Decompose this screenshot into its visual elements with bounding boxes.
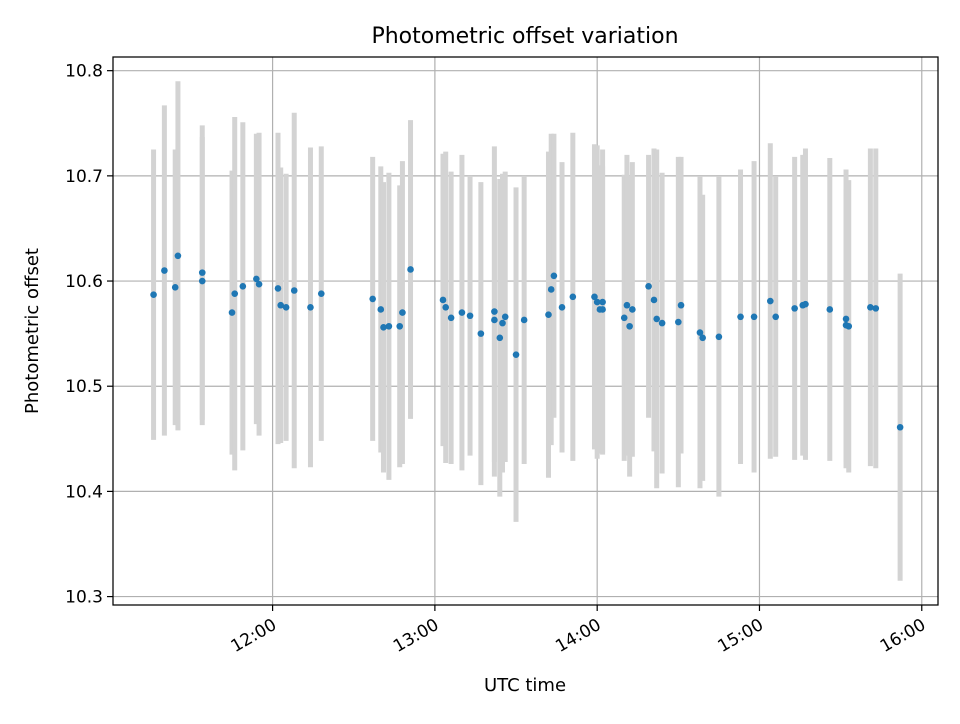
data-point xyxy=(599,306,606,313)
data-point xyxy=(161,267,168,274)
data-point xyxy=(826,306,834,313)
data-point xyxy=(569,293,577,301)
data-point xyxy=(282,304,290,311)
data-point xyxy=(699,334,706,342)
data-point xyxy=(645,282,652,290)
data-point xyxy=(520,316,528,324)
data-points xyxy=(150,252,904,431)
y-axis-label: Photometric offset xyxy=(22,248,43,414)
data-point xyxy=(715,333,723,341)
data-point xyxy=(791,305,798,312)
data-point xyxy=(396,322,404,330)
data-point xyxy=(845,322,853,330)
data-point xyxy=(696,329,704,336)
data-point xyxy=(501,313,509,321)
data-point xyxy=(171,284,179,291)
chart-title: Photometric offset variation xyxy=(371,24,678,49)
data-point xyxy=(253,275,260,283)
data-point xyxy=(466,312,474,320)
data-point xyxy=(442,304,450,311)
data-point xyxy=(545,311,552,318)
data-point xyxy=(385,322,393,330)
data-point xyxy=(629,306,636,313)
data-point xyxy=(872,305,880,312)
data-point xyxy=(380,324,387,331)
data-point xyxy=(653,315,660,323)
data-point xyxy=(499,319,506,327)
data-point xyxy=(626,322,633,330)
data-point xyxy=(867,304,874,311)
data-point xyxy=(550,272,558,280)
data-point xyxy=(599,298,606,306)
data-point xyxy=(896,423,904,431)
data-point xyxy=(198,277,206,285)
y-tick-label: 10.7 xyxy=(65,167,103,187)
data-point xyxy=(150,291,157,299)
data-point xyxy=(491,316,498,324)
y-tick-label: 10.6 xyxy=(65,272,103,292)
data-point xyxy=(439,296,447,304)
data-point xyxy=(458,309,466,316)
data-point xyxy=(231,290,239,297)
data-point xyxy=(772,313,780,321)
data-point xyxy=(623,301,631,309)
data-point xyxy=(274,285,282,292)
y-tick-label: 10.4 xyxy=(65,482,103,502)
data-point xyxy=(547,286,555,293)
data-point xyxy=(239,282,247,290)
data-point xyxy=(255,280,263,288)
data-point xyxy=(277,301,285,309)
data-point xyxy=(198,269,206,276)
data-point xyxy=(766,297,774,305)
x-axis-label: UTC time xyxy=(484,675,566,696)
data-point xyxy=(447,314,455,322)
data-point xyxy=(737,313,744,321)
y-tick-label: 10.3 xyxy=(65,588,103,608)
data-point xyxy=(842,315,850,323)
data-point xyxy=(802,300,809,308)
data-point xyxy=(491,308,498,315)
data-point xyxy=(750,313,758,321)
data-point xyxy=(174,252,182,260)
y-tick-label: 10.5 xyxy=(65,377,103,397)
data-point xyxy=(290,287,298,294)
data-point xyxy=(228,309,236,316)
data-point xyxy=(377,306,385,313)
data-point xyxy=(677,301,685,309)
data-point xyxy=(620,314,628,322)
data-point xyxy=(317,290,325,297)
data-point xyxy=(658,319,666,327)
data-point xyxy=(407,266,414,273)
data-point xyxy=(477,330,485,337)
data-point xyxy=(558,304,566,311)
data-point xyxy=(369,295,376,303)
y-axis-ticks: 10.3 10.4 10.5 10.6 10.7 10.8 xyxy=(65,62,113,608)
data-point xyxy=(496,334,504,342)
data-point xyxy=(399,309,406,316)
data-point xyxy=(675,318,682,326)
plot-frame xyxy=(112,56,939,606)
data-point xyxy=(512,351,520,358)
y-tick-label: 10.8 xyxy=(65,62,103,82)
data-point xyxy=(650,296,658,304)
data-point xyxy=(307,304,314,311)
data-point xyxy=(593,298,601,306)
data-point xyxy=(591,293,598,301)
